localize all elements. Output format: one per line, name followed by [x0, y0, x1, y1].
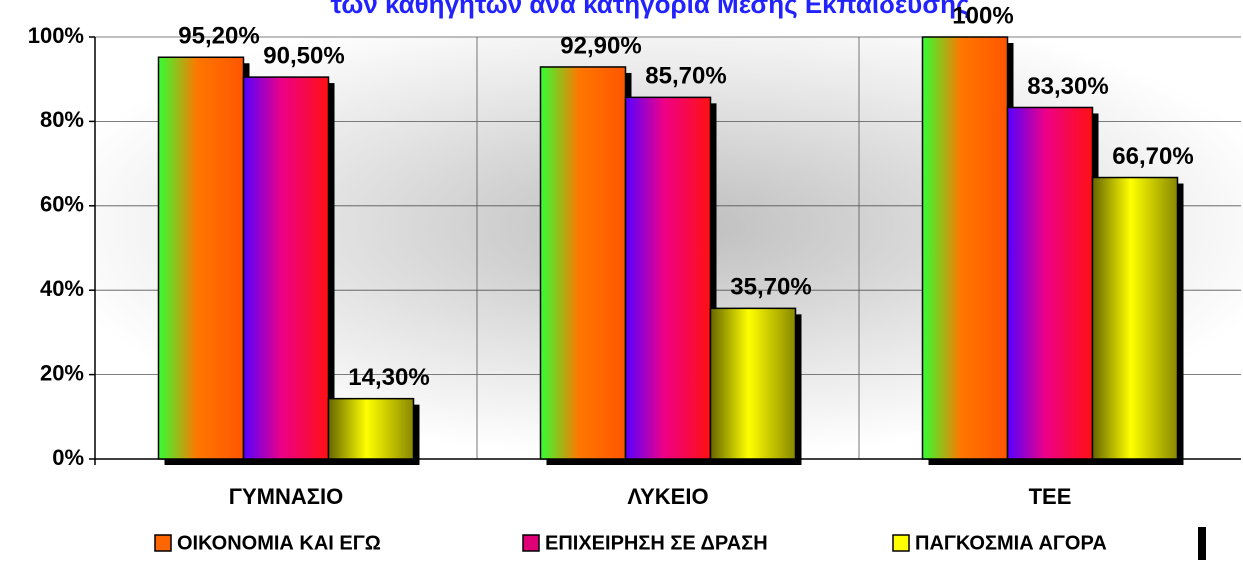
decoration	[1198, 527, 1206, 560]
legend-swatch	[522, 534, 540, 552]
bar	[327, 397, 415, 460]
data-label: 66,70%	[1112, 143, 1193, 170]
y-tick-label: 0%	[52, 445, 84, 470]
bar	[157, 56, 245, 460]
data-label: 95,20%	[178, 23, 259, 50]
data-label: 83,30%	[1027, 73, 1108, 100]
bar	[709, 307, 797, 460]
data-label: 90,50%	[263, 42, 344, 69]
legend-label: ΠΑΓΚΟΣΜΙΑ ΑΓΟΡΑ	[915, 532, 1107, 554]
data-label: 35,70%	[730, 274, 811, 301]
data-label: 92,90%	[560, 32, 641, 59]
x-tick-label: ΓΥΜΝΑΣΙΟ	[229, 484, 343, 509]
bar	[1006, 106, 1094, 460]
bar	[921, 36, 1009, 460]
data-label: 100%	[952, 2, 1013, 29]
data-label: 85,70%	[645, 63, 726, 90]
bar	[242, 76, 330, 460]
y-tick-label: 80%	[40, 107, 84, 132]
legend-swatch	[892, 534, 910, 552]
y-tick-label: 60%	[40, 192, 84, 217]
y-tick-label: 20%	[40, 360, 84, 385]
legend-label: ΕΠΙΧΕΙΡΗΣΗ ΣΕ ΔΡΑΣΗ	[545, 532, 768, 554]
bar	[624, 96, 712, 460]
y-tick-label: 100%	[28, 23, 84, 48]
y-tick-label: 40%	[40, 276, 84, 301]
x-tick-label: ΛΥΚΕΙΟ	[627, 484, 708, 509]
legend-swatch	[154, 534, 172, 552]
x-tick-label: ΤΕΕ	[1029, 484, 1072, 509]
data-label: 14,30%	[348, 364, 429, 391]
bar	[1091, 176, 1179, 460]
chart-title: των καθηγητών ανά κατηγορία Μέσης Εκπαίδ…	[330, 0, 969, 19]
bar	[539, 66, 627, 460]
legend-label: ΟΙΚΟΝΟΜΙΑ ΚΑΙ ΕΓΩ	[177, 532, 381, 554]
